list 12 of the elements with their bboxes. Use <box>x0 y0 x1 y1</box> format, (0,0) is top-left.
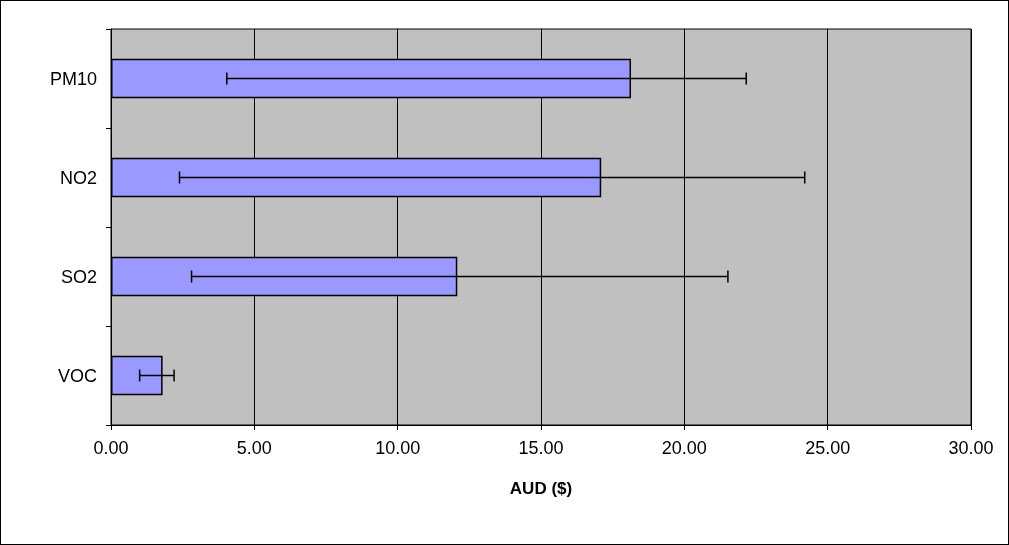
y-tick-label: PM10 <box>49 68 97 89</box>
x-tick-label: 5.00 <box>236 438 272 458</box>
x-tick-label: 15.00 <box>518 438 564 458</box>
x-tick-label: 20.00 <box>661 438 707 458</box>
x-tick-label: 10.00 <box>375 438 421 458</box>
x-axis-title: AUD ($) <box>509 479 573 498</box>
y-tick-label: VOC <box>57 365 97 386</box>
y-tick-label: SO2 <box>60 266 97 287</box>
x-tick-label: 25.00 <box>805 438 851 458</box>
x-tick-label: 0.00 <box>93 438 129 458</box>
y-tick-label: NO2 <box>59 167 97 188</box>
x-tick-label: 30.00 <box>948 438 994 458</box>
